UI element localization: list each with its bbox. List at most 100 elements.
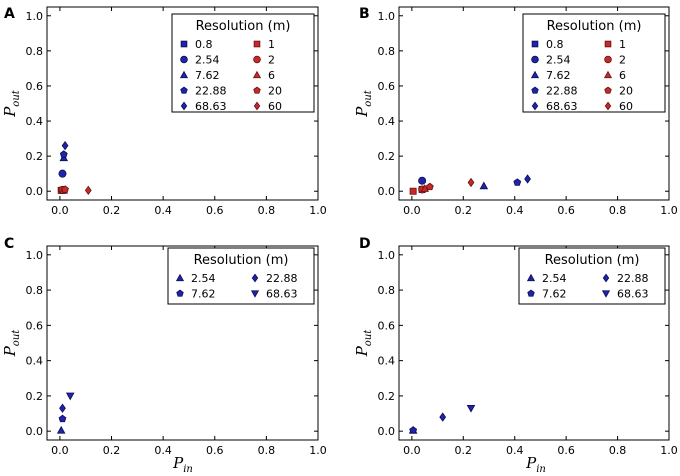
legend-entry-label: 2 [268, 54, 275, 67]
legend-marker [180, 86, 188, 94]
x-tick-label: 1.0 [309, 204, 327, 217]
x-tick-label: 1.0 [660, 444, 678, 457]
panel-b: 0.0 0.2 0.4 0.6 0.8 1.0 0.0 0.2 0.4 0.6 0.8 1.0 B Pou… [353, 6, 678, 217]
legend-entry-label: 22.88 [546, 85, 578, 98]
y-axis-label-sub: out [11, 329, 22, 346]
data-point-22-88 [513, 178, 522, 186]
y-axis-label: Pout [353, 329, 374, 358]
data-point-68-63 [466, 404, 476, 413]
data-point-7-62 [58, 414, 67, 423]
x-tick-label: 0.2 [103, 204, 121, 217]
panel-d: 0.0 0.2 0.4 0.6 0.8 1.0 0.0 0.2 0.4 0.6 0.8 1.0 D Pou… [353, 236, 678, 475]
legend-marker [604, 86, 612, 94]
legend-entry-label: 68.63 [266, 288, 298, 301]
legend-marker [526, 273, 536, 282]
legend-entry-label: 0.8 [195, 38, 213, 51]
legend-marker [253, 55, 261, 64]
legend-marker [179, 70, 189, 79]
legend-title: Resolution (m) [194, 253, 289, 268]
legend-entry-label: 7.62 [191, 288, 216, 301]
legend: Resolution (m) 2.54 7.62 22.88 68.63 [167, 247, 315, 305]
x-tick-label: 0.4 [506, 204, 524, 217]
legend: Resolution (m) 2.54 7.62 22.88 68.63 [518, 247, 666, 305]
x-tick-label: 0.2 [103, 444, 121, 457]
y-tick-label: 0.6 [26, 319, 44, 332]
x-tick-label: 1.0 [660, 204, 678, 217]
legend-marker [252, 70, 262, 79]
x-tick-label: 0.6 [557, 204, 575, 217]
y-tick-label: 0.0 [26, 425, 44, 438]
legend-entry-label: 60 [268, 100, 282, 113]
legend-entry-label: 0.8 [546, 38, 564, 51]
legend-box [171, 13, 315, 113]
legend-entry-label: 7.62 [546, 69, 571, 82]
legend-marker [176, 289, 184, 297]
legend-entry-label: 22.88 [266, 272, 298, 285]
y-tick-label: 1.0 [26, 249, 44, 262]
y-axis-label-sub: out [363, 329, 374, 346]
legend-marker [253, 101, 261, 111]
y-tick-label: 1.0 [26, 10, 44, 23]
x-tick-label: 0.2 [455, 204, 473, 217]
x-tick-label: 0.2 [455, 444, 473, 457]
legend-entry-label: 60 [619, 100, 633, 113]
x-axis-label-sub: in [183, 464, 193, 475]
y-tick-label: 0.0 [26, 185, 44, 198]
legend-marker [253, 86, 261, 94]
data-point-1 [409, 187, 417, 195]
legend-title: Resolution (m) [545, 253, 640, 268]
data-point-60 [467, 177, 475, 188]
legend-entry-label: 7.62 [542, 288, 567, 301]
x-tick-label: 0.0 [403, 444, 421, 457]
y-tick-label: 0.8 [26, 45, 44, 58]
x-tick-label: 0.6 [206, 444, 224, 457]
x-tick-label: 0.8 [258, 444, 276, 457]
legend-entry-label: 68.63 [617, 288, 649, 301]
y-tick-label: 0.0 [378, 185, 396, 198]
legend-marker [531, 86, 539, 94]
legend: Resolution (m) 0.8 2.54 7.62 22.88 68.63 1 2 6 20… [171, 13, 315, 113]
legend-marker [531, 55, 539, 64]
x-tick-label: 0.8 [609, 204, 627, 217]
x-tick-label: 0.0 [403, 204, 421, 217]
x-tick-label: 0.8 [609, 444, 627, 457]
y-tick-label: 0.4 [378, 115, 396, 128]
legend-entry-label: 22.88 [617, 272, 649, 285]
data-point-2-54 [58, 169, 67, 178]
y-tick-label: 0.6 [26, 80, 44, 93]
y-axis-label: Pout [1, 89, 22, 118]
y-tick-label: 0.8 [26, 284, 44, 297]
x-tick-label: 0.6 [206, 204, 224, 217]
x-axis-label: Pin [172, 454, 193, 475]
y-tick-label: 0.8 [378, 284, 396, 297]
data-point-22-88 [59, 150, 68, 158]
x-axis-label-sub: in [536, 464, 546, 475]
legend-entry-label: 68.63 [195, 100, 227, 113]
legend-entry-label: 20 [619, 85, 633, 98]
x-tick-label: 0.4 [154, 444, 172, 457]
data-point-22-88 [59, 403, 66, 413]
data-point-7-62 [479, 181, 489, 190]
legend-marker [604, 101, 612, 111]
legend-marker [250, 290, 260, 298]
legend-entry-label: 2 [619, 54, 626, 67]
legend-marker [180, 55, 188, 64]
legend-entry-label: 7.62 [195, 69, 220, 82]
legend-entry-label: 2.54 [542, 272, 567, 285]
legend-entry-label: 2.54 [546, 54, 571, 67]
data-point-2-54 [56, 425, 66, 434]
panel-a: 0.0 0.2 0.4 0.6 0.8 1.0 0.0 0.2 0.4 0.6 0.8 1.0 A Pou… [1, 6, 327, 217]
legend-title: Resolution (m) [196, 19, 291, 34]
data-point-60 [84, 185, 92, 195]
y-tick-label: 0.6 [378, 80, 396, 93]
legend-marker [531, 101, 539, 111]
x-tick-label: 0.0 [51, 444, 69, 457]
legend-marker [531, 40, 539, 48]
x-tick-label: 0.4 [154, 204, 172, 217]
y-tick-label: 0.4 [26, 355, 44, 368]
legend-title: Resolution (m) [547, 19, 642, 34]
legend-marker [601, 290, 611, 298]
legend-marker [180, 40, 188, 48]
data-point-6 [420, 184, 429, 192]
y-tick-label: 1.0 [378, 10, 396, 23]
